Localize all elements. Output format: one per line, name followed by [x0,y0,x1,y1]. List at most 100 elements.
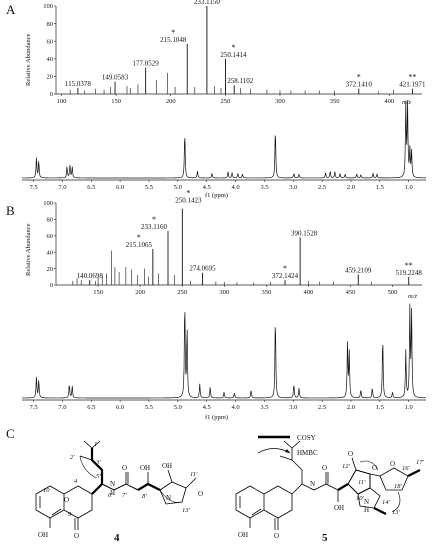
cmpd5-hmbc-arrow [391,491,401,513]
nmr-x-tick-label: 4.5 [203,404,211,411]
ms-peak-label: 233.1160 [141,223,167,231]
cmpd5-group-label: O [372,464,377,472]
ms-x-tick-label: 250 [220,98,230,105]
ms-a-ylabel: Relative Abundance [25,33,32,86]
cmpd5-aromatic-double-bond [251,508,262,516]
cmpd4-group-label: O [198,490,203,498]
ms-peak-label: 250.1414 [220,51,247,59]
ms-y-tick-label: 80 [47,217,54,224]
compound-5-number: 5 [322,532,328,544]
cmpd4-atom-label: 1' [94,441,99,448]
cmpd5-thf-ring [379,467,409,491]
cmpd4-methyl-bond [79,455,93,461]
cmpd5-lactone-ring [263,485,293,519]
compound-4-number: 4 [114,532,120,544]
cmpd5-isobutyl-chain [291,448,303,495]
ms-peak-mark: ** [408,73,416,82]
ms-peak-mark: * [137,233,141,242]
cmpd5-group-label: O [390,460,395,468]
nmr-x-tick-label: 1.5 [376,404,384,411]
ms-a-xlabel: m/z [402,99,412,106]
cosy-legend-label: COSY [297,434,316,442]
cmpd5-group-label: N [310,480,315,488]
nmr-x-tick-label: 2.0 [347,404,355,411]
ms-x-tick-label: 150 [111,98,121,105]
nmr-trace [22,99,426,179]
ms-x-tick-label: 500 [388,289,398,296]
nmr-a-xlabel: f1 (ppm) [205,192,228,199]
ms-peak-label: 390.1528 [291,229,318,237]
ms-y-tick-label: 40 [47,56,54,63]
nmr-x-tick-label: 2.5 [318,184,326,191]
cmpd5-group-label: O [322,464,327,472]
ms-x-tick-label: 150 [93,289,103,296]
nmr-x-tick-label: 3.5 [260,184,268,191]
cmpd5-pyrrolidine-ring [357,487,381,509]
cmpd4-bridge-bond [167,469,173,483]
cmpd5-atom-label: 16' [402,465,411,472]
cmpd4-group-label: O [122,464,127,472]
cmpd4-atom-label: 5' [96,473,101,480]
panel-c: C COSY HMBC [6,426,425,544]
nmr-x-tick-label: 6.0 [116,184,124,191]
nmr-x-tick-label: 2.5 [318,404,326,411]
panel-letter-b: B [6,203,15,218]
ms-y-tick-label: 0 [50,282,53,289]
nmr-x-tick-label: 1.5 [376,184,384,191]
nmr-x-tick-label: 5.0 [174,404,182,411]
ms-peak-label: 215.1048 [160,36,187,44]
ms-x-tick-label: 200 [135,289,145,296]
nmr-x-tick-label: 6.5 [87,184,95,191]
cmpd5-group-label: OH [334,504,344,512]
cmpd4-methyl-bond [91,440,101,449]
ms-peak-label: 372.1410 [346,81,373,89]
cmpd4-atom-label: 6' [108,492,113,499]
cmpd4-group-label: H [110,489,115,497]
cmpd5-carbonyl-bond [351,457,357,471]
hmbc-legend-arrow [257,448,291,454]
ms-peak-label: 459.2109 [345,266,372,274]
ms-y-tick-label: 20 [47,266,54,273]
ms-peak-mark: * [152,215,156,224]
ms-x-tick-label: 250 [177,289,187,296]
cmpd4-lactone-ring [63,485,93,519]
cmpd4-aromatic-double-bond [51,508,62,516]
ms-y-tick-label: 60 [47,233,54,240]
cmpd5-amide-chain [301,483,339,491]
cmpd4-atom-label: 8' [142,493,147,500]
nmr-spectrum-b: f1 (ppm) 7.5 7.0 6.5 6.0 5.5 5.0 4.5 4.0 3.5 3.0 2… [22,303,427,421]
ms-peak-mark: * [186,189,190,198]
cmpd4-atom-label: 13' [182,507,191,514]
cmpd5-cosy-bond [373,507,387,515]
cmpd4-group-label: OH [38,531,48,539]
nmr-x-tick-label: 6.0 [116,404,124,411]
nmr-x-tick-label: 4.5 [203,184,211,191]
ms-y-tick-label: 80 [47,21,54,28]
ms-y-tick-label: 40 [47,249,54,256]
cmpd4-atom-label: 11' [190,471,198,478]
cmpd4-group-label: OH [162,462,172,470]
cmpd4-bridge-bond [185,477,197,489]
ms-y-tick-label: 60 [47,38,54,45]
compound-5-labels: 12' 11' 10' 14' 13' 16' 17' 18' O O N H … [238,450,425,544]
ms-peak-label: 519.2248 [396,269,423,277]
ms-y-tick-label: 100 [43,3,53,10]
cmpd5-atom-label: 13' [392,509,401,516]
ms-peak-mark: * [171,28,175,37]
nmr-x-tick-label: 6.5 [87,404,95,411]
cmpd5-group-label: H [364,506,369,514]
nmr-x-tick-label: 3.0 [289,404,297,411]
cmpd5-atom-label: 14' [382,499,391,506]
cmpd4-methyl-bond [83,440,93,449]
ms-peak-label: 250.1423 [175,197,202,205]
hmbc-legend-arrowhead [285,449,290,453]
cmpd4-group-label: OH [140,464,150,472]
ms-x-tick-label: 400 [384,98,394,105]
cmpd5-hmbc-arrow [359,460,379,471]
nmr-x-tick-label: 7.5 [29,404,37,411]
ms-peak-label: 372.1424 [272,272,299,280]
nmr-x-tick-label: 4.0 [231,404,239,411]
cmpd4-group-label: O [64,496,69,504]
